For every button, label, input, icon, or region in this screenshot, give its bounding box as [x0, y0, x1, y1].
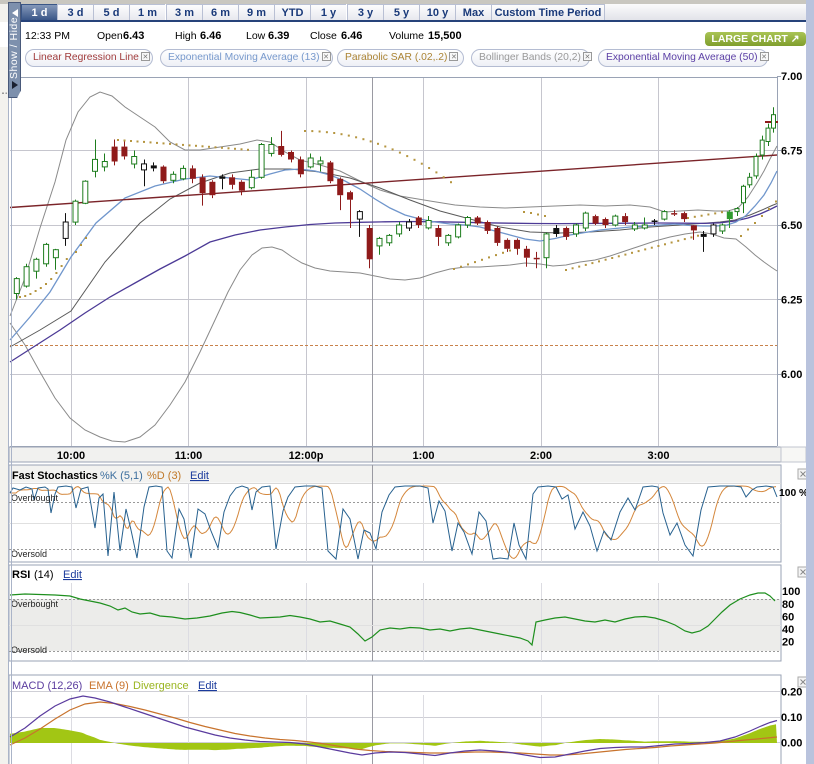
svg-text:6.25: 6.25 — [781, 295, 802, 307]
svg-text:1:00: 1:00 — [412, 450, 434, 462]
svg-text:0.20: 0.20 — [781, 687, 802, 699]
svg-text:%K (5,1): %K (5,1) — [100, 470, 143, 482]
svg-text:80: 80 — [782, 599, 794, 611]
svg-text:EMA (9): EMA (9) — [89, 680, 129, 692]
svg-text:Overbought: Overbought — [11, 599, 59, 609]
svg-text:Edit: Edit — [190, 470, 209, 482]
svg-text:40: 40 — [782, 624, 794, 636]
svg-text:100: 100 — [782, 586, 800, 598]
svg-text:12:00p: 12:00p — [289, 450, 324, 462]
svg-text:10:00: 10:00 — [57, 450, 85, 462]
svg-text:Fast Stochastics: Fast Stochastics — [12, 470, 98, 482]
svg-text:MACD (12,26): MACD (12,26) — [12, 680, 82, 692]
svg-text:11:00: 11:00 — [175, 450, 203, 462]
svg-text:Oversold: Oversold — [11, 549, 47, 559]
svg-text:Edit: Edit — [63, 569, 82, 581]
svg-text:7.00: 7.00 — [781, 71, 802, 83]
svg-text:Divergence: Divergence — [133, 680, 189, 692]
svg-text:2:00: 2:00 — [530, 450, 552, 462]
svg-text:6.00: 6.00 — [781, 369, 802, 381]
svg-text:0.00: 0.00 — [781, 738, 802, 750]
svg-text:(14): (14) — [34, 569, 54, 581]
svg-text:Edit: Edit — [198, 680, 217, 692]
svg-text:Overbought: Overbought — [11, 493, 59, 503]
svg-text:%D (3): %D (3) — [147, 470, 181, 482]
svg-text:6.50: 6.50 — [781, 220, 802, 232]
svg-text:6.75: 6.75 — [781, 146, 802, 158]
svg-text:20: 20 — [782, 637, 794, 649]
svg-text:0.10: 0.10 — [781, 712, 802, 724]
svg-text:3:00: 3:00 — [647, 450, 669, 462]
svg-text:Oversold: Oversold — [11, 645, 47, 655]
svg-text:RSI: RSI — [12, 569, 30, 581]
svg-text:100 %: 100 % — [779, 488, 808, 499]
svg-text:60: 60 — [782, 612, 794, 624]
